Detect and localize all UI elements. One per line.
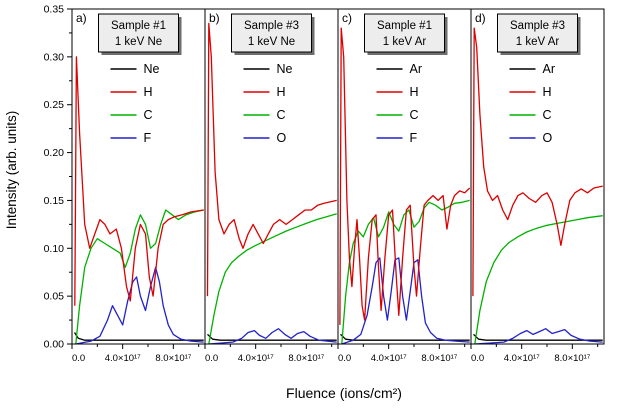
panel-border [470, 8, 605, 345]
title-box [98, 13, 179, 53]
title-line-1: Sample #3 [244, 20, 299, 32]
title-line-1: Sample #1 [377, 20, 432, 32]
title-box [497, 13, 578, 53]
x-tick-label: 0.0 [338, 353, 351, 364]
y-tick-label: 0.15 [44, 195, 65, 207]
x-tick-label: 0.0 [205, 353, 218, 364]
curve-H [472, 27, 603, 297]
legend-label-O: O [543, 131, 553, 145]
curve-O [474, 328, 603, 344]
curve-F [341, 257, 470, 344]
panel-letter: a) [76, 11, 87, 25]
x-tick-label: 8.0×10¹⁷ [155, 353, 191, 364]
panel-c: c) Sample #1 1 keV Ar Ar HCF 0.0 4.0×10¹⁷ 8.0×1… [337, 8, 472, 364]
legend-label-F: F [410, 131, 418, 145]
y-tick-label: 0.05 [44, 291, 65, 303]
curve-C [474, 215, 603, 344]
curve-O [208, 328, 337, 344]
curve-Ar [473, 333, 603, 341]
y-axis-label: Intensity (arb. units) [4, 110, 19, 230]
y-tick-label: 0.35 [44, 4, 65, 16]
panel-border [337, 8, 472, 345]
title-box [231, 13, 312, 53]
title-line-1: Sample #3 [510, 20, 565, 32]
x-tick-label: 4.0×10¹⁷ [238, 353, 274, 364]
title-line-2: 1 keV Ar [383, 36, 427, 48]
y-tick-label: 0.20 [44, 147, 65, 159]
title-line-1: Sample #1 [111, 20, 166, 32]
panel-border [204, 8, 339, 345]
legend-label-C: C [543, 108, 552, 122]
legend-label-F: F [144, 131, 152, 145]
legend-label-C: C [144, 108, 153, 122]
title-line-2: 1 keV Ne [115, 36, 162, 48]
x-tick-label: 8.0×10¹⁷ [421, 353, 457, 364]
legend-label-Ar: Ar [543, 62, 556, 76]
legend-label-H: H [144, 85, 153, 99]
x-tick-label: 4.0×10¹⁷ [105, 353, 141, 364]
panel-b: b) Sample #3 1 keV Ne Ne HCO 0.0 4.0×10¹⁷ 8.0×1… [204, 8, 339, 364]
x-tick-label: 4.0×10¹⁷ [371, 353, 407, 364]
x-axis-label: Fluence (ions/cm²) [286, 385, 402, 401]
y-tick-label: 0.25 [44, 99, 65, 111]
x-tick-label: 8.0×10¹⁷ [288, 353, 324, 364]
curve-H [74, 56, 204, 306]
curve-F [75, 266, 204, 344]
panel-border [71, 8, 206, 345]
legend-label-Ar: Ar [410, 62, 423, 76]
title-line-2: 1 keV Ar [516, 36, 560, 48]
legend-label-Ne: Ne [277, 62, 293, 76]
panel-a: a) Sample #1 1 keV Ne Ne HCF 0.0 4.0×10¹⁷ 8.0×1… [71, 8, 206, 364]
curve-H [206, 22, 337, 297]
curve-Ne [207, 333, 337, 341]
legend-label-O: O [277, 131, 287, 145]
panel-d: d) Sample #3 1 keV Ar Ar HCO 0.0 4.0×10¹⁷ 8.0×1… [470, 8, 605, 364]
legend-label-C: C [277, 108, 286, 122]
curve-H [339, 27, 471, 325]
title-line-2: 1 keV Ne [248, 36, 295, 48]
y-tick-label: 0.00 [44, 339, 65, 351]
title-box [364, 13, 445, 53]
y-tick-label: 0.30 [44, 51, 65, 63]
legend-label-H: H [410, 85, 419, 99]
x-tick-label: 4.0×10¹⁷ [504, 353, 540, 364]
x-tick-label: 8.0×10¹⁷ [554, 353, 590, 364]
panel-letter: c) [342, 11, 352, 25]
x-tick-label: 0.0 [72, 353, 85, 364]
legend-label-H: H [543, 85, 552, 99]
y-tick-label: 0.10 [44, 243, 65, 255]
panel-letter: b) [209, 11, 220, 25]
curve-C [208, 213, 337, 344]
x-tick-label: 0.0 [471, 353, 484, 364]
legend-label-Ne: Ne [144, 62, 160, 76]
panel-letter: d) [475, 11, 486, 25]
legend-label-H: H [277, 85, 286, 99]
legend-label-C: C [410, 108, 419, 122]
